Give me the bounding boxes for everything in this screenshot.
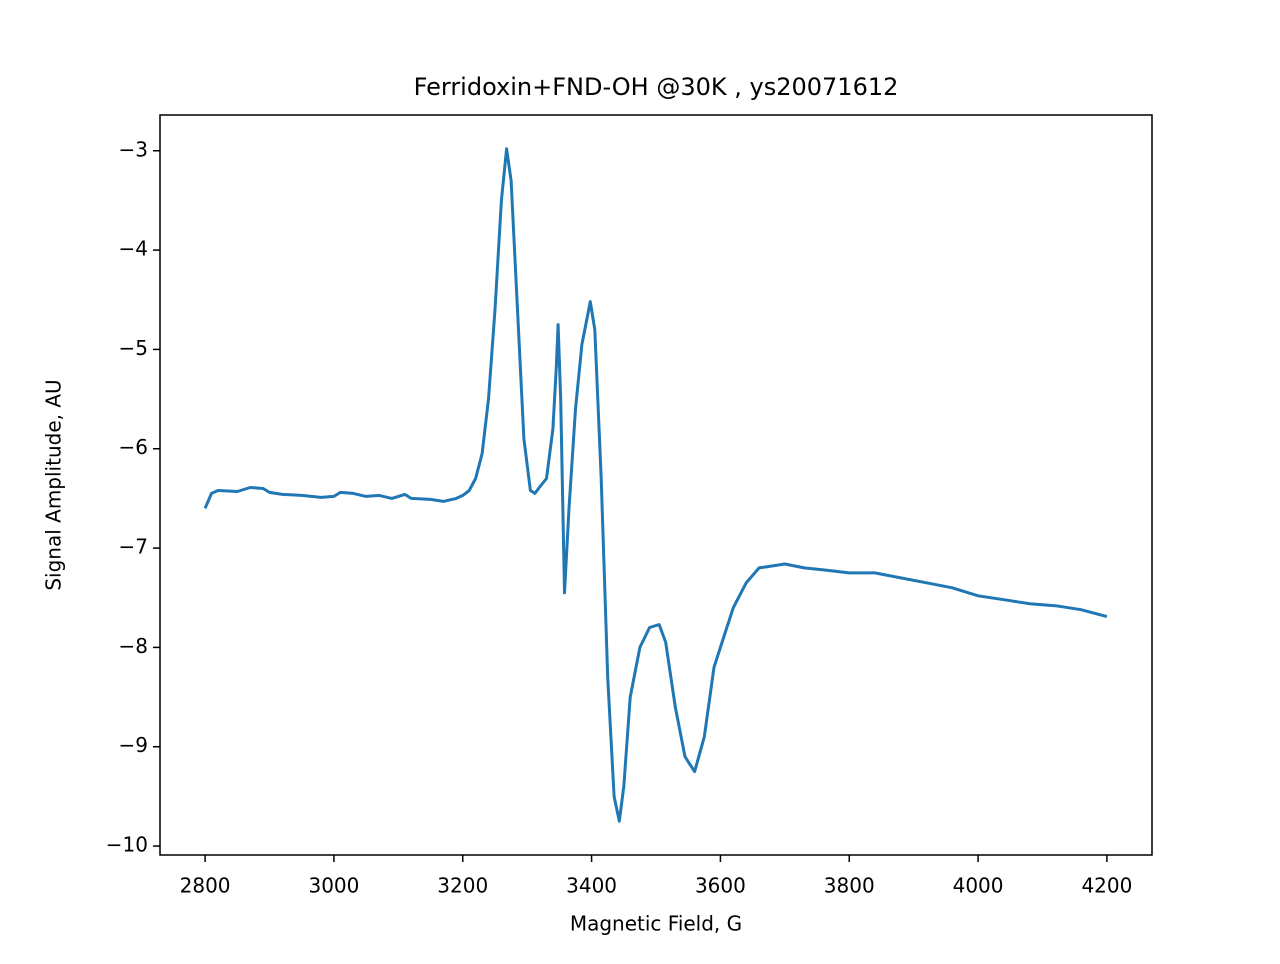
x-tick-label: 3200 — [437, 874, 488, 898]
y-tick-label: −3 — [119, 137, 148, 161]
x-tick-label: 3600 — [695, 874, 746, 898]
x-tick-label: 2800 — [180, 874, 231, 898]
data-line — [203, 147, 1108, 823]
x-tick-label: 3000 — [308, 874, 359, 898]
chart-title: Ferridoxin+FND-OH @30K , ys20071612 — [414, 73, 899, 101]
y-tick-label: −5 — [119, 336, 148, 360]
y-tick-label: −7 — [119, 535, 148, 559]
x-tick-label: 4000 — [953, 874, 1004, 898]
plot-frame — [159, 114, 1153, 856]
y-tick-label: −8 — [119, 634, 148, 658]
x-axis-label: Magnetic Field, G — [570, 912, 742, 936]
y-tick-label: −4 — [119, 237, 148, 261]
y-tick-label: −10 — [106, 833, 148, 857]
y-tick-label: −9 — [119, 733, 148, 757]
y-axis-label: Signal Amplitude, AU — [42, 379, 66, 590]
y-tick-label: −6 — [119, 435, 148, 459]
x-tick-label: 4200 — [1081, 874, 1132, 898]
x-tick-label: 3400 — [566, 874, 617, 898]
x-tick-label: 3800 — [824, 874, 875, 898]
